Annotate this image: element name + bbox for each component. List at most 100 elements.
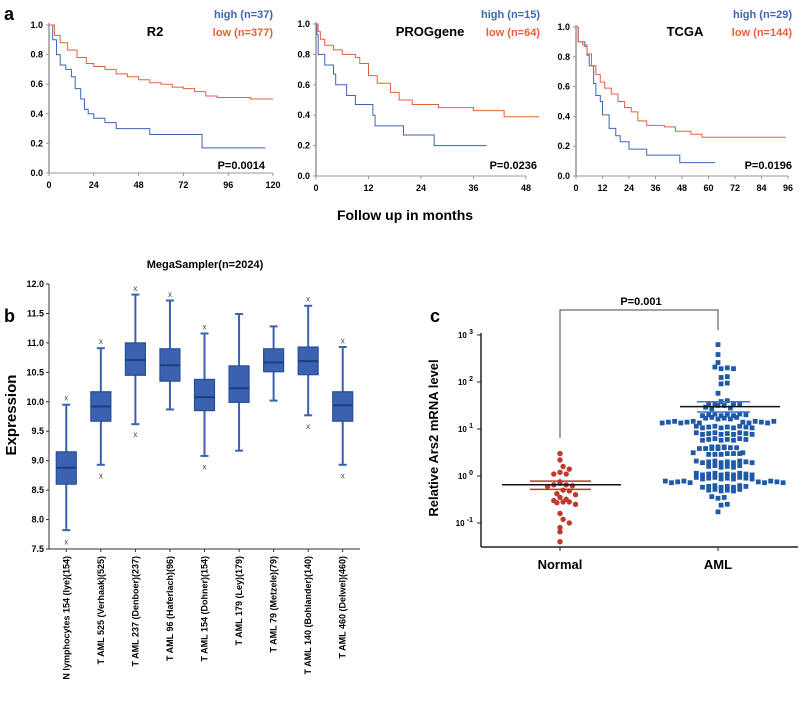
aml-data-point	[712, 470, 718, 476]
aml-data-point	[712, 423, 718, 429]
aml-data-point	[768, 478, 774, 484]
aml-data-point	[715, 360, 721, 365]
km-x-tick-label: 120	[265, 180, 280, 190]
aml-data-point	[724, 459, 730, 465]
aml-data-point	[721, 445, 727, 451]
normal-data-point	[557, 469, 563, 475]
aml-data-point	[728, 416, 733, 422]
aml-data-point	[762, 480, 767, 486]
scatter-ylabel: Relative Ars2 mRNA level	[426, 359, 441, 516]
aml-data-point	[721, 415, 727, 421]
aml-data-point	[715, 495, 721, 501]
aml-data-point	[706, 402, 712, 408]
aml-data-point	[706, 487, 712, 493]
km-title-tcga: TCGA	[667, 24, 704, 39]
aml-data-point	[724, 431, 730, 436]
aml-data-point	[718, 375, 724, 380]
box-category-label: T AML 525 (Verhaak)(525)	[96, 556, 106, 665]
km-x-tick-label: 72	[178, 180, 188, 190]
km-x-tick-label: 36	[468, 183, 478, 193]
aml-data-point	[743, 424, 749, 430]
aml-data-point	[737, 470, 743, 476]
normal-data-point	[554, 491, 560, 497]
km-x-tick-label: 36	[650, 183, 660, 193]
aml-data-point	[709, 414, 715, 420]
box-y-tick-label: 7.5	[31, 544, 44, 554]
aml-data-point	[693, 430, 699, 436]
aml-data-point	[700, 460, 705, 466]
aml-data-point	[731, 488, 736, 494]
aml-data-point	[712, 458, 718, 464]
normal-data-point	[557, 539, 563, 545]
aml-data-point	[718, 472, 724, 478]
aml-data-point	[718, 366, 724, 372]
aml-data-point	[706, 452, 712, 457]
aml-data-point	[724, 374, 730, 380]
km-x-tick-label: 96	[223, 180, 233, 190]
box-category-label: T AML 154 (Dohner)(154)	[200, 556, 210, 662]
km-x-tick-label: 0	[313, 183, 318, 193]
aml-data-point	[743, 475, 749, 481]
box-title: MegaSampler(n=2024)	[147, 259, 264, 271]
box-outlier: x	[168, 290, 172, 299]
aml-data-point	[706, 484, 712, 489]
scatter-pvalue: P=0.001	[620, 296, 661, 308]
aml-data-point	[678, 420, 684, 426]
km-x-tick-label: 48	[134, 180, 144, 190]
aml-data-point	[724, 412, 730, 418]
scatter-xlabel-aml: AML	[704, 557, 732, 572]
box-iqr	[332, 391, 354, 422]
aml-data-point	[724, 451, 730, 456]
aml-data-point	[743, 437, 749, 442]
km-y-tick-label: 0.8	[30, 50, 43, 60]
aml-data-point	[703, 415, 708, 421]
normal-data-point	[560, 516, 566, 522]
aml-data-point	[706, 412, 712, 418]
box-category-label: N lymphocytes 154 (Iye)(154)	[61, 556, 71, 680]
aml-data-point	[737, 474, 743, 480]
normal-data-point	[563, 471, 569, 477]
km-y-tick-label: 0.2	[297, 141, 310, 151]
box-y-tick-label: 8.5	[31, 485, 44, 495]
aml-data-point	[662, 478, 668, 484]
box-category-label: T AML 179 (Ley)(179)	[234, 556, 244, 646]
aml-data-point	[743, 412, 749, 418]
aml-data-point	[721, 495, 727, 500]
box-outlier: x	[133, 430, 137, 439]
box-category-label: T AML 237 (Denboer)(237)	[130, 556, 140, 667]
aml-data-point	[731, 476, 736, 482]
normal-data-point	[557, 529, 563, 535]
aml-data-point	[715, 342, 721, 348]
aml-data-point	[712, 411, 718, 417]
aml-data-point	[755, 479, 761, 485]
aml-data-point	[712, 474, 718, 480]
km-x-tick-label: 24	[416, 183, 426, 193]
normal-data-point	[566, 499, 572, 505]
normal-data-point	[554, 500, 560, 506]
aml-data-point	[746, 420, 752, 426]
aml-data-point	[731, 401, 736, 407]
km-legend-high-r2: high (n=37)	[214, 9, 273, 21]
aml-data-point	[690, 450, 696, 456]
aml-data-point	[731, 484, 736, 490]
box-category-label: T AML 140 (Bohlander)(140)	[303, 556, 313, 675]
aml-data-point	[693, 423, 699, 429]
aml-data-point	[737, 401, 743, 407]
aml-data-point	[737, 483, 743, 489]
aml-data-point	[718, 460, 724, 466]
km-y-tick-label: 0.4	[30, 109, 43, 119]
km-y-tick-label: 0.4	[557, 111, 570, 121]
box-outlier: x	[306, 295, 310, 304]
normal-data-point	[572, 501, 579, 507]
aml-data-point	[740, 419, 746, 425]
km-title-proggene: PROGgene	[396, 24, 465, 39]
aml-data-point	[724, 398, 730, 404]
aml-data-point	[731, 451, 736, 456]
km-legend-high-tcga: high (n=29)	[733, 9, 792, 21]
aml-data-point	[743, 459, 749, 465]
aml-data-point	[737, 486, 743, 492]
aml-data-point	[700, 437, 705, 443]
km-legend-low-r2: low (n=377)	[213, 27, 274, 39]
aml-data-point	[693, 458, 699, 464]
km-y-tick-label: 1.0	[297, 19, 310, 29]
